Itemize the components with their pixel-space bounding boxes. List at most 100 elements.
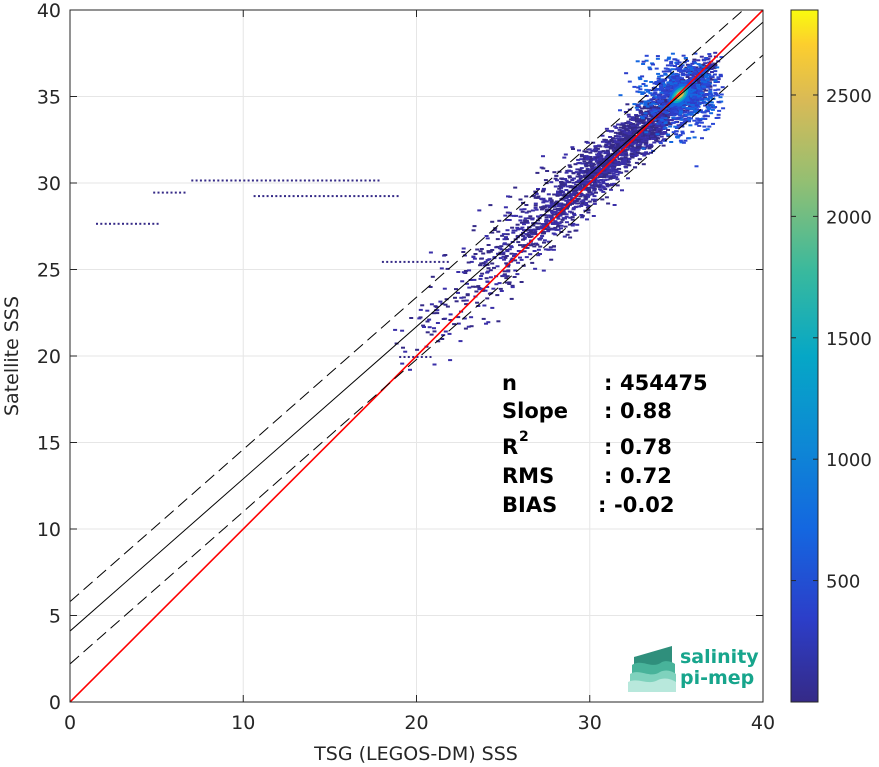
density-point xyxy=(568,216,573,219)
density-point xyxy=(655,57,660,60)
logo-text-salinity: salinity xyxy=(680,646,759,668)
density-point xyxy=(695,99,700,102)
density-point xyxy=(536,215,540,218)
density-point xyxy=(461,251,466,253)
density-point xyxy=(714,117,719,119)
density-point xyxy=(509,297,514,300)
density-point xyxy=(582,155,586,158)
density-point xyxy=(516,241,521,244)
density-point xyxy=(612,125,617,128)
density-point xyxy=(659,118,664,121)
density-point xyxy=(560,181,565,184)
density-point xyxy=(707,81,712,84)
density-point xyxy=(554,216,559,219)
logo-text-pimep: pi-mep xyxy=(680,667,754,689)
density-point xyxy=(579,187,584,190)
density-point xyxy=(553,185,558,188)
streak-point xyxy=(217,179,220,182)
density-point xyxy=(713,80,718,82)
density-point xyxy=(640,139,645,142)
density-point xyxy=(687,72,692,74)
density-point xyxy=(629,123,634,126)
density-point xyxy=(504,262,509,265)
density-point xyxy=(645,113,650,116)
density-point xyxy=(593,174,598,176)
density-point xyxy=(664,124,669,126)
density-point xyxy=(721,107,726,110)
density-point xyxy=(646,118,651,120)
density-point xyxy=(690,130,695,133)
streak-point xyxy=(390,260,393,263)
density-point xyxy=(468,279,473,281)
density-point xyxy=(699,118,704,120)
density-point xyxy=(606,142,611,145)
density-point xyxy=(682,61,687,64)
density-point xyxy=(579,167,584,170)
density-point xyxy=(638,112,643,115)
density-point xyxy=(616,132,620,135)
density-point xyxy=(482,304,487,307)
density-point xyxy=(652,137,656,140)
streak-point xyxy=(253,195,256,198)
density-point xyxy=(695,117,700,120)
density-point xyxy=(629,152,634,155)
density-point xyxy=(564,213,569,216)
density-point xyxy=(590,165,595,167)
density-point xyxy=(645,138,650,141)
streak-point xyxy=(264,179,267,182)
density-point xyxy=(448,319,453,321)
density-point xyxy=(519,281,524,283)
density-point xyxy=(703,62,708,65)
density-point xyxy=(600,134,605,137)
density-point xyxy=(490,220,495,223)
density-point xyxy=(565,185,570,188)
density-point xyxy=(505,219,510,221)
density-point xyxy=(639,100,644,103)
density-point xyxy=(643,84,648,87)
y-tick-label-5: 5 xyxy=(49,606,61,628)
density-point xyxy=(675,106,680,108)
density-point xyxy=(691,72,696,75)
density-point xyxy=(570,179,575,181)
density-point xyxy=(595,179,600,182)
density-point xyxy=(603,173,608,176)
streak-point xyxy=(392,195,395,198)
density-point xyxy=(680,132,685,135)
streak-point xyxy=(290,179,293,182)
density-point xyxy=(694,104,699,107)
density-point xyxy=(544,204,549,207)
density-point xyxy=(666,94,670,96)
density-point xyxy=(644,110,649,113)
density-point xyxy=(438,300,443,303)
density-point xyxy=(692,70,697,73)
density-point xyxy=(633,128,638,131)
density-point xyxy=(549,181,554,184)
density-point xyxy=(516,250,521,252)
density-point xyxy=(507,283,512,285)
density-point xyxy=(614,171,619,173)
density-point xyxy=(574,200,579,202)
density-point xyxy=(485,286,490,288)
density-point xyxy=(503,214,508,217)
density-point xyxy=(671,121,675,124)
density-point xyxy=(528,215,533,218)
density-point xyxy=(649,151,653,154)
streak-point xyxy=(386,260,389,263)
streak-point xyxy=(361,195,364,198)
density-point xyxy=(605,178,610,181)
density-point xyxy=(467,269,472,272)
density-point xyxy=(622,130,627,133)
density-point xyxy=(662,127,667,130)
density-point xyxy=(487,258,492,261)
density-point xyxy=(570,189,575,192)
density-point xyxy=(579,158,584,161)
density-point xyxy=(688,95,693,98)
streak-point xyxy=(420,260,423,263)
density-point xyxy=(663,115,668,118)
density-point xyxy=(472,225,477,228)
density-point xyxy=(713,51,718,54)
density-point xyxy=(657,122,662,125)
density-point xyxy=(574,183,579,186)
density-point xyxy=(585,164,590,167)
density-point xyxy=(587,188,592,191)
